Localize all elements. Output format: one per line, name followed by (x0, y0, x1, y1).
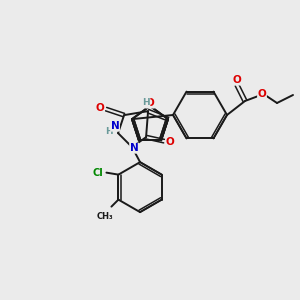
Text: H: H (105, 127, 113, 136)
Text: O: O (232, 75, 242, 85)
Text: H: H (142, 98, 150, 106)
Text: CH₃: CH₃ (97, 212, 114, 221)
Text: N: N (130, 143, 138, 153)
Text: O: O (146, 98, 154, 108)
Text: Cl: Cl (92, 168, 103, 178)
Text: O: O (258, 89, 266, 99)
Text: O: O (166, 137, 174, 147)
Text: O: O (96, 103, 104, 113)
Text: N: N (111, 121, 119, 131)
